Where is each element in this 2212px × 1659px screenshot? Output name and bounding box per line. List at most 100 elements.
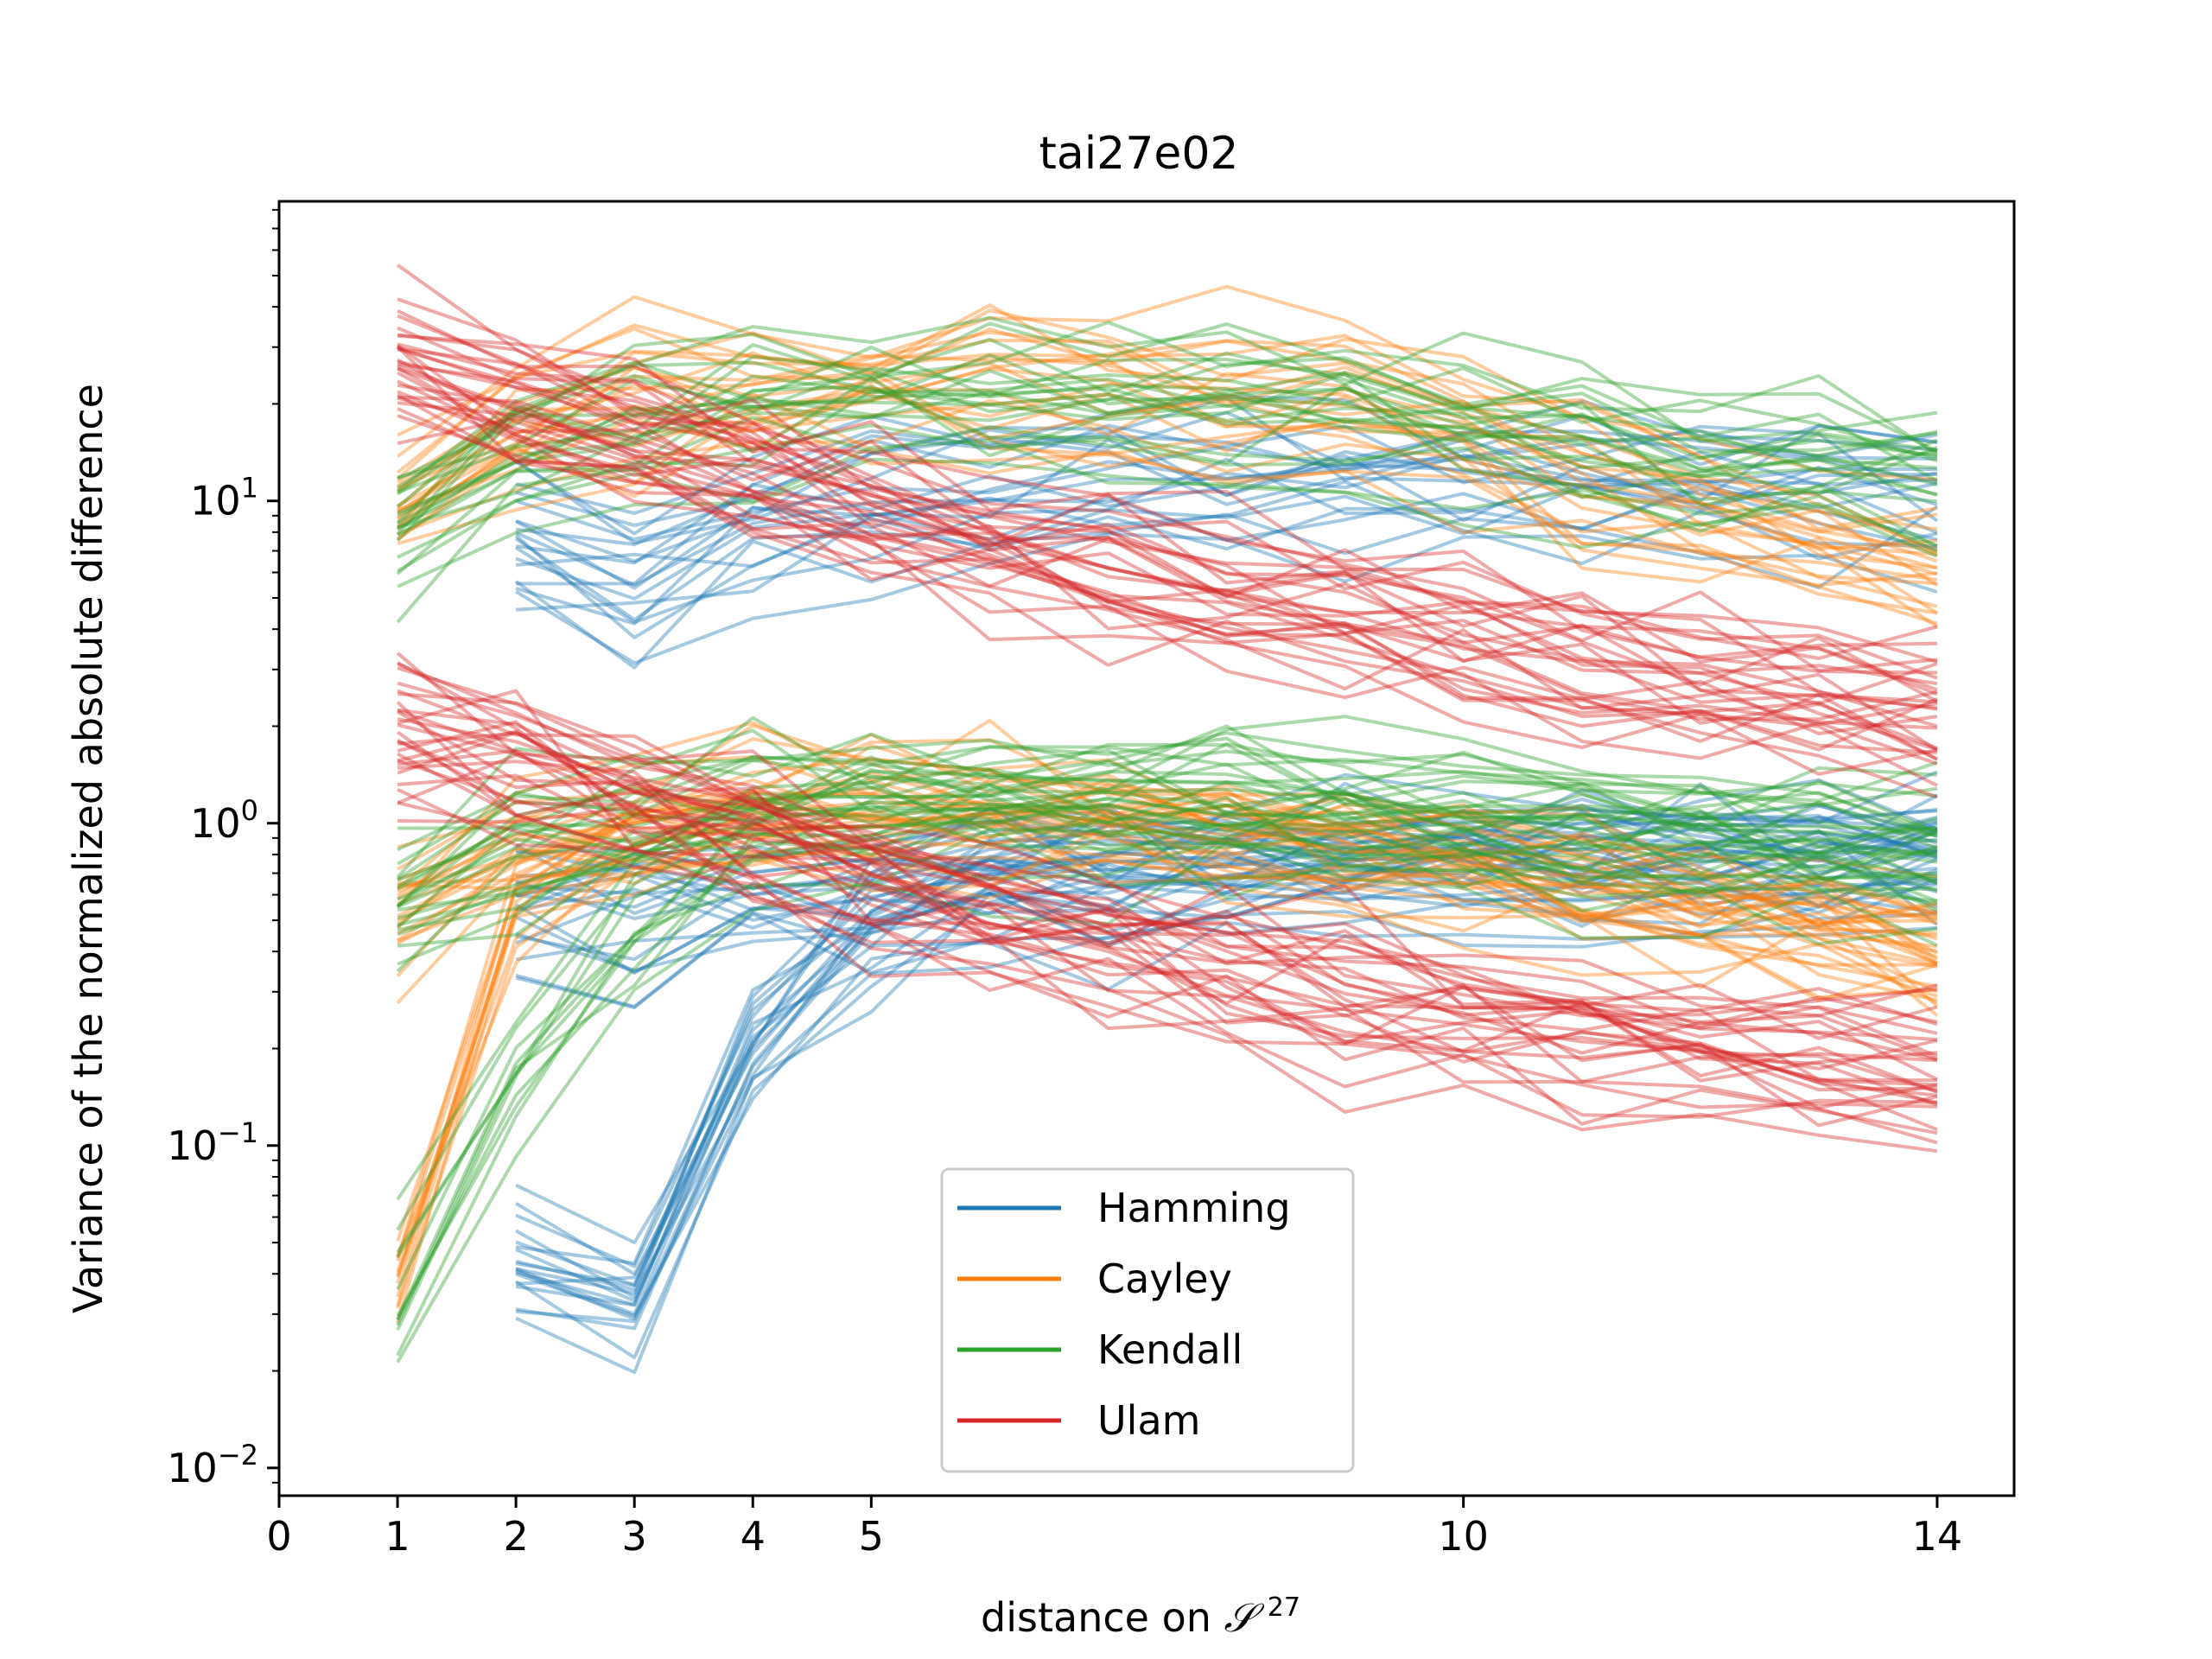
series-line-kendall <box>396 840 1938 1363</box>
series-line-kendall <box>396 787 1938 1326</box>
series-line-ulam <box>397 297 1938 673</box>
series-line-cayley <box>396 803 1938 1277</box>
series-line-hamming <box>515 830 1938 922</box>
series-line-cayley <box>397 757 1938 914</box>
series-line-hamming <box>515 833 1938 1331</box>
series-line-ulam <box>397 666 1938 1028</box>
series-line-hamming <box>515 483 1938 569</box>
series-line-kendall <box>397 457 1938 588</box>
series-line-cayley <box>397 353 1938 534</box>
series-line-hamming <box>515 911 1938 1008</box>
series-line-kendall <box>396 780 1938 973</box>
series-line-ulam <box>397 710 1938 1081</box>
series-line-cayley <box>396 392 1938 582</box>
series-line-cayley <box>396 808 1938 1298</box>
series-line-ulam <box>397 364 1938 706</box>
series-line-cayley <box>397 737 1938 926</box>
series-line-hamming <box>515 480 1937 612</box>
series-line-cayley <box>397 804 1938 966</box>
series-line-kendall <box>397 779 1938 891</box>
series-line-hamming <box>515 850 1938 962</box>
series-line-cayley <box>396 845 1939 1273</box>
series-line-ulam <box>397 396 1938 752</box>
series-line-kendall <box>396 791 1938 1332</box>
series-line-ulam <box>397 723 1938 1084</box>
series-line-hamming <box>515 394 1938 536</box>
series-line-hamming <box>515 833 1938 1287</box>
series-line-kendall <box>397 354 1938 489</box>
series-line-cayley <box>397 814 1938 1002</box>
series-line-hamming <box>515 794 1938 1292</box>
series-line-kendall <box>397 438 1938 559</box>
series-line-ulam <box>396 701 1938 1109</box>
series-line-hamming <box>515 457 1937 590</box>
y-tick-label: 101 <box>190 472 258 524</box>
series-line-kendall <box>396 770 1938 1231</box>
legend-label-kendall: Kendall <box>1097 1326 1243 1373</box>
series-line-hamming <box>515 858 1938 974</box>
series-line-cayley <box>396 738 1938 1242</box>
series-line-hamming <box>515 782 1938 945</box>
series-line-hamming <box>515 826 1938 1303</box>
series-line-ulam <box>397 333 1938 692</box>
series-line-ulam <box>397 709 1938 1061</box>
series-line-kendall <box>397 731 1938 852</box>
series-line-hamming <box>515 438 1937 601</box>
series-line-ulam <box>397 760 1938 1128</box>
series-line-hamming <box>515 778 1938 886</box>
x-tick-label: 1 <box>385 1513 410 1560</box>
series-line-kendall <box>396 768 1938 1320</box>
series-line-cayley <box>397 808 1938 949</box>
series-line-kendall <box>396 763 1938 907</box>
x-tick-label: 5 <box>859 1513 884 1560</box>
series-line-hamming <box>515 814 1938 1316</box>
series-line-cayley <box>397 743 1939 965</box>
series-line-hamming <box>515 772 1938 1300</box>
series-line-cayley <box>396 361 1938 556</box>
x-axis-label-text: distance on <box>981 1594 1211 1641</box>
series-line-hamming <box>515 423 1938 565</box>
series-line-kendall <box>396 762 1938 1290</box>
series-line-kendall <box>396 315 1938 496</box>
series-line-ulam <box>397 326 1938 680</box>
series-line-hamming <box>515 845 1937 962</box>
series-line-hamming <box>515 810 1938 1276</box>
plot-frame <box>277 200 2016 1497</box>
series-line-ulam <box>397 414 1938 799</box>
series-line-hamming <box>515 531 1938 665</box>
series-line-kendall <box>397 736 1938 866</box>
series-line-cayley <box>397 782 1939 962</box>
series-line-cayley <box>396 778 1938 1262</box>
series-line-hamming <box>515 424 1939 542</box>
series-line-hamming <box>514 487 1938 670</box>
series-line-ulam <box>397 752 1938 1107</box>
series-line-hamming <box>515 857 1938 972</box>
series-line-ulam <box>397 708 1938 1062</box>
series-line-cayley <box>396 832 1938 1005</box>
series-line-cayley <box>397 778 1938 959</box>
series-line-kendall <box>397 715 1938 881</box>
series-line-kendall <box>397 792 1937 908</box>
x-tick-label: 4 <box>741 1513 766 1560</box>
series-line-cayley <box>396 832 1938 1309</box>
series-line-kendall <box>397 390 1938 530</box>
series-line-cayley <box>396 308 1938 551</box>
chart-title: tai27e02 <box>1039 128 1238 180</box>
series-line-cayley <box>396 771 1938 1259</box>
series-line-cayley <box>397 323 1938 531</box>
series-line-cayley <box>397 392 1938 608</box>
x-tick-label: 0 <box>266 1513 291 1560</box>
series-line-ulam <box>397 749 1938 1104</box>
series-line-hamming <box>514 457 1938 622</box>
series-line-ulam <box>397 407 1938 766</box>
series-line-cayley <box>397 800 1938 965</box>
series-line-ulam <box>397 801 1938 1154</box>
series-line-cayley <box>396 798 1937 935</box>
series-line-hamming <box>515 809 1938 1295</box>
series-line-hamming <box>515 803 1938 1268</box>
series-line-hamming <box>514 505 1939 639</box>
legend-label-cayley: Cayley <box>1097 1255 1232 1302</box>
y-tick-label: 100 <box>190 794 258 847</box>
series-line-kendall <box>397 783 1938 912</box>
series-line-cayley <box>396 354 1938 570</box>
